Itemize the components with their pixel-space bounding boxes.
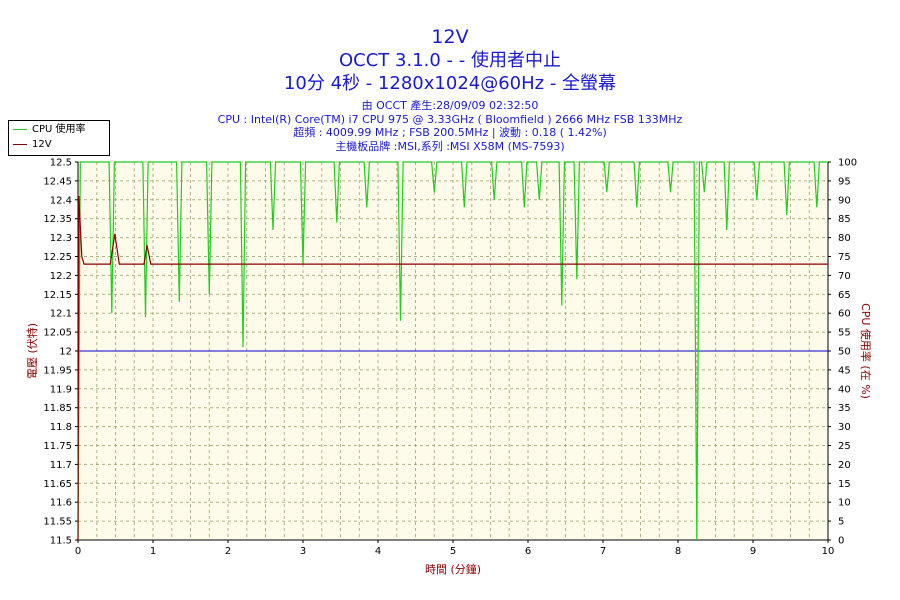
- x-tick-label: 10: [822, 546, 835, 557]
- chart-subtitle: OCCT 3.1.0 - - 使用者中止: [339, 50, 561, 71]
- y-tick-label: 12: [59, 347, 72, 358]
- legend-label-cpu: CPU 使用率: [32, 124, 86, 135]
- y2-tick-label: 50: [838, 347, 851, 358]
- x-tick-label: 0: [75, 546, 81, 557]
- y-tick-label: 11.85: [43, 403, 72, 414]
- y2-axis-label: CPU 使用率 (在 %): [859, 303, 873, 399]
- y2-tick-label: 70: [838, 271, 851, 282]
- y2-tick-label: 10: [838, 498, 851, 509]
- y2-tick-label: 95: [838, 176, 851, 187]
- y2-tick-label: 40: [838, 384, 851, 395]
- x-tick-label: 7: [600, 546, 606, 557]
- chart-subtitle-duration: 10分 4秒 - 1280x1024@60Hz - 全螢幕: [283, 73, 617, 94]
- y-tick-label: 11.8: [50, 422, 72, 433]
- y2-tick-label: 15: [838, 479, 851, 490]
- info-motherboard: 主機板品牌 :MSI,系列 :MSI X58M (MS-7593): [335, 139, 565, 153]
- legend-swatch-12v: [13, 143, 27, 145]
- y-tick-label: 12.45: [43, 176, 72, 187]
- info-cpu: CPU : Intel(R) Core(TM) i7 CPU 975 @ 3.3…: [217, 112, 683, 126]
- x-tick-label: 5: [450, 546, 456, 557]
- y-tick-label: 11.55: [43, 517, 72, 528]
- info-generated: 由 OCCT 產生:28/09/09 02:32:50: [361, 99, 539, 112]
- legend-item-cpu: CPU 使用率: [13, 123, 86, 137]
- y-tick-label: 11.65: [43, 479, 72, 490]
- x-axis-label: 時間 (分鐘): [425, 562, 481, 576]
- y2-tick-label: 90: [838, 195, 851, 206]
- x-tick-label: 4: [375, 546, 381, 557]
- y-axis-label: 電壓 (伏特): [25, 323, 39, 379]
- x-tick-label: 9: [750, 546, 756, 557]
- x-tick-label: 6: [525, 546, 531, 557]
- y-tick-label: 12.5: [50, 158, 72, 169]
- x-tick-label: 1: [150, 546, 156, 557]
- y-tick-label: 12.1: [50, 309, 72, 320]
- y2-tick-label: 30: [838, 422, 851, 433]
- y2-tick-label: 20: [838, 460, 851, 471]
- chart-legend: CPU 使用率 12V: [8, 120, 110, 156]
- axes: 11.5 11.55 11.6 11.65 11.7 11.75 11.8 11.85 11.9…: [43, 158, 857, 558]
- y2-tick-label: 25: [838, 441, 851, 452]
- y-tick-label: 12.3: [50, 233, 72, 244]
- y2-tick-label: 85: [838, 214, 851, 225]
- y-tick-label: 11.95: [43, 365, 72, 376]
- system-info: 由 OCCT 產生:28/09/09 02:32:50 CPU : Intel(…: [0, 99, 900, 153]
- x-tick-label: 2: [225, 546, 231, 557]
- series-line-cpu-usage: [77, 161, 828, 541]
- y2-tick-label: 75: [838, 252, 851, 263]
- y-tick-label: 12.05: [43, 328, 72, 339]
- y2-tick-label: 80: [838, 233, 851, 244]
- legend-label-12v: 12V: [32, 139, 52, 150]
- y-tick-label: 12.35: [43, 214, 72, 225]
- y-tick-label: 11.5: [50, 536, 72, 547]
- y-tick-label: 11.9: [50, 384, 72, 395]
- y-tick-label: 11.75: [43, 441, 72, 452]
- y-tick-label: 12.25: [43, 252, 72, 263]
- y2-tick-label: 0: [838, 536, 844, 547]
- legend-swatch-cpu: [13, 128, 27, 130]
- chart-title: 12V: [431, 26, 469, 48]
- y-tick-label: 11.6: [50, 498, 72, 509]
- y2-tick-label: 65: [838, 290, 851, 301]
- y-tick-label: 12.15: [43, 290, 72, 301]
- x-tick-label: 3: [300, 546, 306, 557]
- y2-tick-label: 45: [838, 365, 851, 376]
- y2-tick-label: 60: [838, 309, 851, 320]
- series-line-12v: [77, 195, 828, 541]
- chart-titles: 12V OCCT 3.1.0 - - 使用者中止 10分 4秒 - 1280x1…: [0, 0, 900, 153]
- y2-tick-label: 35: [838, 403, 851, 414]
- x-tick-label: 8: [675, 546, 681, 557]
- y-tick-label: 12.2: [50, 271, 72, 282]
- y-tick-label: 11.7: [50, 460, 72, 471]
- legend-item-12v: 12V: [13, 138, 52, 152]
- series: [77, 161, 828, 541]
- y2-tick-label: 100: [838, 158, 857, 169]
- y2-tick-label: 55: [838, 328, 851, 339]
- y2-tick-label: 5: [838, 517, 844, 528]
- info-overclock: 超頻 : 4009.99 MHz ; FSB 200.5MHz | 波動 : 0…: [293, 126, 607, 140]
- y-tick-label: 12.4: [50, 195, 72, 206]
